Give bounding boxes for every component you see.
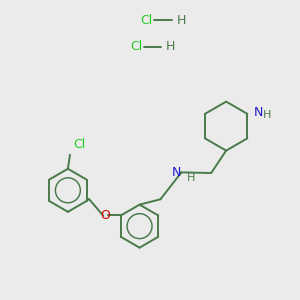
Text: H: H: [263, 110, 271, 120]
Text: Cl: Cl: [141, 14, 153, 27]
Text: O: O: [100, 209, 110, 222]
Text: N: N: [254, 106, 263, 119]
Text: H: H: [166, 40, 175, 53]
Text: H: H: [176, 14, 186, 27]
Text: Cl: Cl: [130, 40, 142, 53]
Text: Cl: Cl: [73, 138, 85, 151]
Text: H: H: [187, 173, 195, 183]
Text: N: N: [172, 166, 182, 179]
